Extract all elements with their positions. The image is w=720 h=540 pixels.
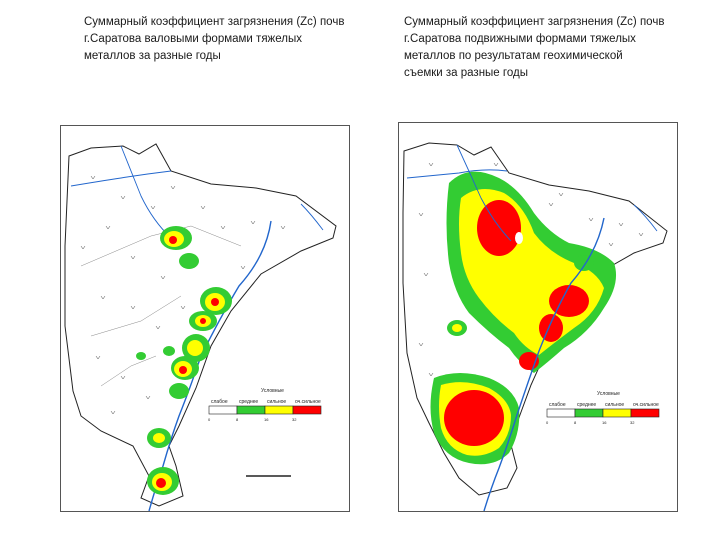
legend-label: слабое — [549, 402, 566, 408]
legend-tick: 32 — [630, 420, 635, 425]
legend-label: сильное — [605, 402, 624, 408]
left-map-caption: Суммарный коэффициент загрязнения (Zc) п… — [84, 16, 345, 62]
legend-label: оч.сильное — [295, 399, 321, 405]
left-map: Условные слабое среднее сильное оч.сильн… — [60, 125, 350, 512]
legend-title: Условные — [597, 391, 620, 397]
legend-swatch-very-high — [292, 405, 322, 415]
river-stream — [300, 203, 324, 231]
river-stream — [70, 170, 172, 187]
river-stream — [456, 144, 512, 242]
legend-swatch-very-high — [630, 408, 660, 418]
contamination-zones — [136, 226, 232, 495]
legend-tick: 0 — [208, 417, 211, 422]
legend-tick: 8 — [236, 417, 239, 422]
legend-label: оч.сильное — [633, 402, 659, 408]
river-volga — [483, 217, 605, 511]
legend-label: среднее — [239, 399, 258, 405]
legend-tick: 0 — [546, 420, 549, 425]
legend-label: слабое — [211, 399, 228, 405]
legend-swatch-low — [546, 408, 576, 418]
legend-tick: 8 — [574, 420, 577, 425]
legend-tick: 32 — [292, 417, 297, 422]
legend-swatch-high — [602, 408, 632, 418]
legend-swatch-high — [264, 405, 294, 415]
legend-tick: 16 — [602, 420, 607, 425]
left-map-svg: Условные слабое среднее сильное оч.сильн… — [64, 143, 337, 511]
legend-label: сильное — [267, 399, 286, 405]
right-map: Условные слабое среднее сильное оч.сильн… — [398, 122, 678, 512]
legend-swatch-low — [208, 405, 238, 415]
legend-swatch-medium — [574, 408, 604, 418]
left-map-legend: Условные слабое среднее сильное оч.сильн… — [208, 388, 322, 477]
river-stream — [406, 169, 508, 179]
river-stream — [633, 204, 658, 232]
legend-title: Условные — [261, 388, 284, 394]
right-map-caption: Суммарный коэффициент загрязнения (Zc) п… — [404, 16, 665, 79]
legend-swatch-medium — [236, 405, 266, 415]
right-map-svg: Условные слабое среднее сильное оч.сильн… — [402, 142, 668, 511]
contamination-zones — [430, 171, 617, 465]
legend-label: среднее — [577, 402, 596, 408]
right-map-legend: Условные слабое среднее сильное оч.сильн… — [546, 391, 660, 425]
legend-tick: 16 — [264, 417, 269, 422]
river-stream — [120, 145, 172, 239]
